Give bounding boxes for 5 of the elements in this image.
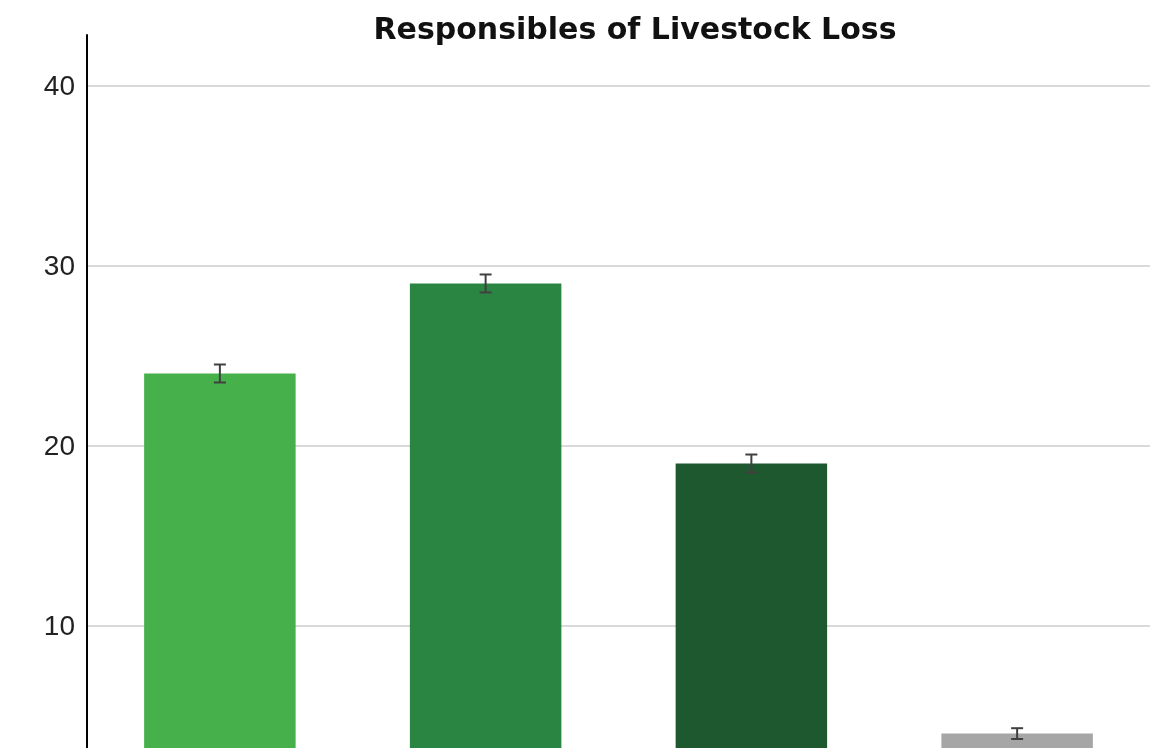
y-tick-label: 20 [43,430,75,462]
chart-title: Responsibles of Livestock Loss [373,10,897,46]
y-tick-label: 40 [43,69,75,101]
y-tick-label: 10 [43,610,75,642]
y-tick-label: 30 [43,249,75,281]
